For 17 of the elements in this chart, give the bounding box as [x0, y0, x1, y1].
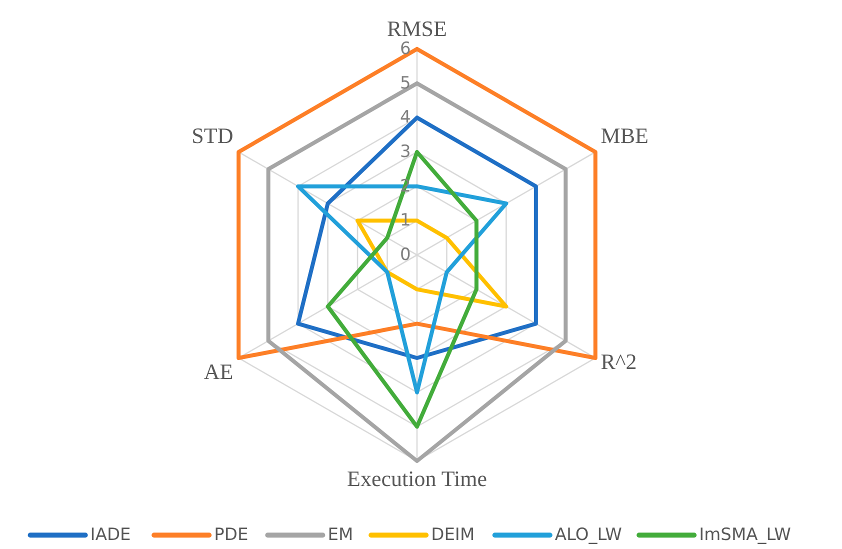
spoke-label: RMSE: [387, 16, 447, 41]
legend-label: PDE: [214, 525, 248, 546]
legend-label: ALO_LW: [554, 525, 622, 546]
y-tick-label: 0: [400, 245, 411, 265]
spoke-label: STD: [192, 122, 234, 148]
legend-label: DEIM: [431, 525, 475, 546]
legend-label: ImSMA_LW: [699, 525, 792, 546]
spoke-label: Execution Time: [347, 466, 487, 492]
spoke-label: MBE: [600, 122, 648, 148]
legend-label: IADE: [90, 525, 131, 546]
y-tick-label: 4: [400, 108, 411, 128]
legend-label: EM: [328, 525, 354, 546]
y-tick-label: 3: [400, 142, 411, 162]
spoke-label: AE: [204, 359, 234, 384]
y-tick-label: 2: [400, 176, 411, 196]
y-tick-label: 5: [400, 73, 411, 94]
spoke-label: R^2: [600, 349, 637, 374]
